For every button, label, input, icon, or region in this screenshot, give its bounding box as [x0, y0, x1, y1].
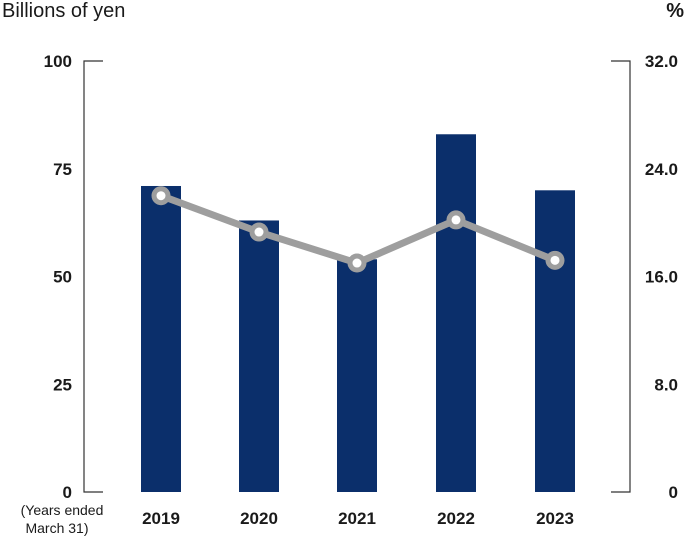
- left-axis-ticks: 0 25 50 75 100: [44, 52, 72, 502]
- x-axis-note-line2: March 31): [25, 520, 88, 536]
- line-marker-center: [550, 255, 560, 265]
- bar-2021: [337, 259, 377, 492]
- x-axis-category-label: 2023: [536, 509, 574, 528]
- left-axis-tick-label: 25: [53, 375, 72, 394]
- line-series: [151, 186, 565, 273]
- right-axis-tick-label: 16.0: [645, 268, 678, 287]
- left-axis-unit-label: Billions of yen: [2, 0, 125, 22]
- right-axis-ticks: 0 8.0 16.0 24.0 32.0: [645, 52, 678, 502]
- left-axis-tick-label: 100: [44, 52, 72, 71]
- left-axis-tick-label: 50: [53, 268, 72, 287]
- x-axis-category-label: 2020: [240, 509, 278, 528]
- bar-2023: [535, 190, 575, 493]
- line-marker-center: [451, 215, 461, 225]
- x-axis-category-label: 2021: [338, 509, 376, 528]
- category-labels: 2019 2020 2021 2022 2023: [142, 509, 574, 528]
- right-axis: [611, 60, 631, 493]
- right-axis-unit-label: %: [666, 0, 684, 22]
- line-marker-center: [352, 258, 362, 268]
- line-marker-center: [156, 191, 166, 201]
- right-axis-tick-label: 32.0: [645, 52, 678, 71]
- line-marker-center: [254, 227, 264, 237]
- bar-2020: [239, 220, 279, 492]
- bar-2022: [436, 134, 476, 492]
- bar-series: [141, 134, 575, 493]
- line-path: [159, 192, 557, 267]
- x-axis-category-label: 2022: [437, 509, 475, 528]
- left-axis: [83, 60, 103, 493]
- right-axis-tick-label: 8.0: [654, 375, 678, 394]
- right-axis-tick-label: 0: [669, 483, 678, 502]
- left-axis-tick-label: 75: [53, 160, 72, 179]
- x-axis-note-line1: (Years ended: [21, 502, 104, 518]
- bar-2019: [141, 185, 181, 493]
- left-axis-tick-label: 0: [63, 483, 72, 502]
- right-axis-tick-label: 24.0: [645, 160, 678, 179]
- x-axis-category-label: 2019: [142, 509, 180, 528]
